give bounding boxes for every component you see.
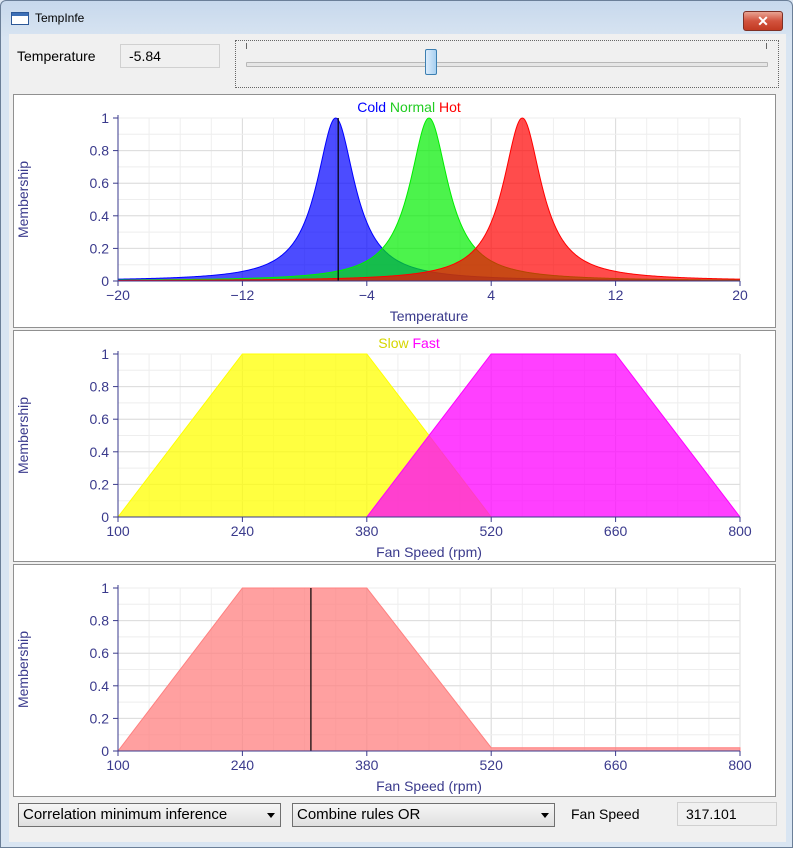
x-tick-label: −12: [231, 287, 255, 303]
x-axis-label: Fan Speed (rpm): [376, 544, 482, 560]
legend-entry-normal: Normal: [386, 99, 435, 115]
chevron-down-icon: [541, 813, 549, 818]
close-button[interactable]: ✕: [743, 11, 783, 31]
slider-track[interactable]: [246, 62, 768, 67]
series-area-normal: [118, 118, 740, 281]
y-tick-label: 0.2: [90, 710, 110, 726]
y-tick-label: 1: [101, 580, 109, 596]
inference-method-dropdown[interactable]: Correlation minimum inference: [18, 803, 281, 827]
y-axis-label: Membership: [15, 631, 31, 708]
x-tick-label: 520: [480, 757, 504, 773]
temperature-label: Temperature: [17, 48, 96, 64]
y-tick-label: 0.4: [90, 444, 110, 460]
x-tick-label: 100: [106, 757, 130, 773]
y-tick-label: 0.8: [90, 143, 110, 159]
y-tick-label: 0.8: [90, 379, 110, 395]
output-chart-panel: 0 0.2 0.4 0.6 0.8 1 100 240 380 520 660 800 Fan Spee…: [13, 564, 776, 797]
x-tick-label: 380: [355, 757, 379, 773]
y-tick-label: 0.6: [90, 411, 110, 427]
title-bar[interactable]: TempInfe ✕: [1, 1, 792, 31]
series-line-fast: [366, 353, 741, 518]
legend-entry-cold: Cold: [357, 99, 386, 115]
slider-tick: [246, 43, 247, 49]
chevron-down-icon: [267, 813, 275, 818]
legend-entry-fast: Fast: [409, 335, 440, 351]
window-title: TempInfe: [35, 11, 85, 25]
series-line-output: [117, 587, 741, 752]
x-tick-label: 100: [106, 523, 130, 539]
y-tick-label: 0.4: [90, 208, 110, 224]
x-tick-label: 240: [231, 757, 255, 773]
temperature-value: -5.84: [120, 44, 220, 68]
temperature-chart-panel: 0 0.2 0.4 0.6 0.8 1 −20 −12 −4 4 12 20 Temperature Me…: [13, 94, 776, 328]
y-tick-label: 0: [101, 273, 109, 289]
x-axis-label: Temperature: [390, 308, 469, 324]
y-tick-label: 0.2: [90, 476, 110, 492]
x-tick-label: 240: [231, 523, 255, 539]
chart-legend: Cold Normal Hot: [357, 99, 461, 115]
x-tick-label: −20: [106, 287, 130, 303]
inference-method-value: Correlation minimum inference: [23, 806, 228, 823]
x-tick-label: 800: [728, 757, 752, 773]
x-tick-label: 4: [487, 287, 495, 303]
y-tick-label: 0: [101, 509, 109, 525]
series-line-hot: [117, 117, 741, 281]
fan-speed-value: 317.101: [677, 802, 777, 826]
series-area-fast: [366, 354, 740, 517]
y-tick-label: 0.4: [90, 678, 110, 694]
x-tick-label: 520: [480, 523, 504, 539]
x-tick-label: 12: [608, 287, 624, 303]
x-axis-label: Fan Speed (rpm): [376, 778, 482, 794]
y-tick-label: 0.6: [90, 175, 110, 191]
y-axis-label: Membership: [15, 161, 31, 238]
output-membership-chart: 0 0.2 0.4 0.6 0.8 1 100 240 380 520 660 800 Fan Spee…: [15, 580, 752, 794]
x-tick-label: 660: [604, 757, 628, 773]
y-tick-label: 0.8: [90, 613, 110, 629]
window-app-icon: [11, 12, 29, 25]
legend-entry-hot: Hot: [435, 99, 461, 115]
x-tick-label: −4: [359, 287, 375, 303]
combine-method-dropdown[interactable]: Combine rules OR: [292, 803, 555, 827]
client-area: Temperature -5.84 0 0.2 0.4 0.6 0.8 1 −20 −12 −4…: [9, 34, 786, 842]
x-tick-label: 800: [728, 523, 752, 539]
series-area-output: [118, 588, 740, 751]
y-tick-label: 0.2: [90, 240, 110, 256]
x-tick-label: 380: [355, 523, 379, 539]
y-tick-label: 0.6: [90, 645, 110, 661]
x-tick-label: 660: [604, 523, 628, 539]
y-tick-label: 1: [101, 110, 109, 126]
y-tick-label: 1: [101, 346, 109, 362]
temperature-slider[interactable]: [235, 40, 779, 88]
combine-method-value: Combine rules OR: [297, 806, 421, 823]
chart-legend: Slow Fast: [378, 335, 440, 351]
fan-speed-chart-panel: 0 0.2 0.4 0.6 0.8 1 100 240 380 520 660 800 Fan Spee…: [13, 330, 776, 562]
y-axis-label: Membership: [15, 397, 31, 474]
slider-thumb[interactable]: [424, 49, 437, 75]
temperature-membership-chart: 0 0.2 0.4 0.6 0.8 1 −20 −12 −4 4 12 20 Temperature Me…: [15, 99, 748, 324]
x-tick-label: 20: [732, 287, 748, 303]
fan-speed-membership-chart: 0 0.2 0.4 0.6 0.8 1 100 240 380 520 660 800 Fan Spee…: [15, 335, 752, 560]
slider-tick: [766, 43, 767, 49]
legend-entry-slow: Slow: [378, 335, 409, 351]
y-tick-label: 0: [101, 743, 109, 759]
fan-speed-label: Fan Speed: [571, 806, 640, 822]
